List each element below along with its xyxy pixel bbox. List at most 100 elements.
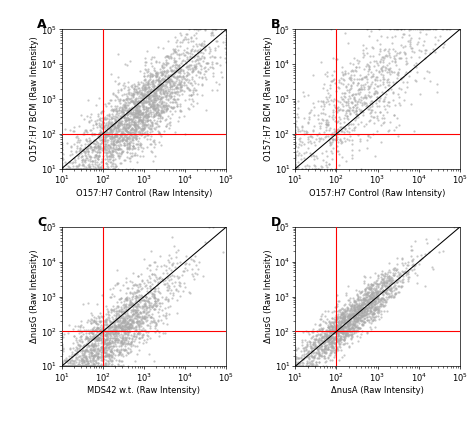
Point xyxy=(326,339,334,346)
Point xyxy=(379,288,386,295)
Point xyxy=(91,327,99,333)
Point xyxy=(151,106,159,113)
Point xyxy=(135,334,142,341)
Point xyxy=(101,345,109,352)
Point xyxy=(106,134,113,141)
Point xyxy=(114,322,121,329)
Point xyxy=(335,324,343,330)
Point xyxy=(337,325,344,332)
Point xyxy=(126,149,134,156)
Point xyxy=(110,141,118,148)
Point xyxy=(349,312,357,318)
Point xyxy=(329,327,337,333)
Point xyxy=(106,318,114,325)
Point xyxy=(145,124,153,131)
Point xyxy=(369,302,377,309)
Point xyxy=(322,330,329,337)
Point xyxy=(115,350,122,357)
Point xyxy=(345,318,353,325)
Point xyxy=(114,120,122,126)
Point xyxy=(106,340,113,347)
Point xyxy=(147,97,155,104)
Point xyxy=(127,116,135,123)
Point xyxy=(132,324,140,330)
Point xyxy=(163,312,170,319)
Point xyxy=(98,339,106,346)
Point xyxy=(438,26,446,33)
Point xyxy=(157,94,164,101)
Point xyxy=(58,363,65,370)
Point xyxy=(146,95,153,101)
Point xyxy=(119,346,127,352)
Point xyxy=(154,77,161,83)
Point xyxy=(325,329,333,336)
Point xyxy=(335,337,343,344)
Point xyxy=(135,131,143,137)
Point xyxy=(171,264,179,271)
Point xyxy=(128,325,135,331)
Point xyxy=(120,142,128,149)
Point xyxy=(361,84,368,91)
Point xyxy=(110,134,118,141)
Point xyxy=(118,308,125,315)
Point xyxy=(115,142,123,149)
Point xyxy=(379,81,387,88)
Point xyxy=(392,290,399,297)
Point xyxy=(104,120,111,127)
Point xyxy=(85,163,93,170)
Point xyxy=(131,131,138,137)
Point xyxy=(192,61,200,68)
Point xyxy=(126,107,133,114)
Point xyxy=(91,337,99,344)
Point xyxy=(150,117,157,124)
Point xyxy=(351,304,359,311)
Point xyxy=(133,110,140,117)
Point xyxy=(308,353,316,360)
Point xyxy=(355,296,362,303)
Point xyxy=(141,81,149,88)
Point xyxy=(73,163,80,170)
Point xyxy=(351,320,358,327)
Point xyxy=(294,164,301,171)
Point xyxy=(109,322,116,329)
Point xyxy=(106,332,114,338)
Point xyxy=(112,335,120,342)
Point xyxy=(170,282,177,289)
Point xyxy=(133,288,141,295)
Point xyxy=(351,101,359,108)
Point xyxy=(352,304,360,310)
Point xyxy=(307,339,314,346)
Point xyxy=(319,346,327,353)
Point xyxy=(87,363,95,370)
Point xyxy=(91,145,98,152)
Point xyxy=(305,363,313,370)
Point xyxy=(70,165,78,172)
Point xyxy=(58,358,65,365)
Point xyxy=(160,89,168,96)
Point xyxy=(191,80,199,86)
Point xyxy=(86,335,93,342)
Point xyxy=(91,335,99,341)
Point xyxy=(58,363,65,370)
Point xyxy=(338,101,346,108)
Point xyxy=(114,152,121,159)
Point xyxy=(351,97,358,104)
Point xyxy=(58,165,65,172)
Point xyxy=(369,113,377,120)
Point xyxy=(341,340,349,346)
Point xyxy=(292,165,299,172)
Point xyxy=(151,95,158,101)
Point xyxy=(170,96,178,102)
Point xyxy=(89,354,97,361)
Point xyxy=(162,263,170,269)
Point xyxy=(222,40,230,47)
Point xyxy=(327,335,334,341)
Point xyxy=(102,149,109,156)
Point xyxy=(58,363,65,370)
Point xyxy=(85,117,93,124)
Point xyxy=(372,280,380,286)
Point xyxy=(95,165,103,172)
Point xyxy=(327,338,334,345)
Point xyxy=(82,334,90,341)
Point xyxy=(324,346,332,352)
